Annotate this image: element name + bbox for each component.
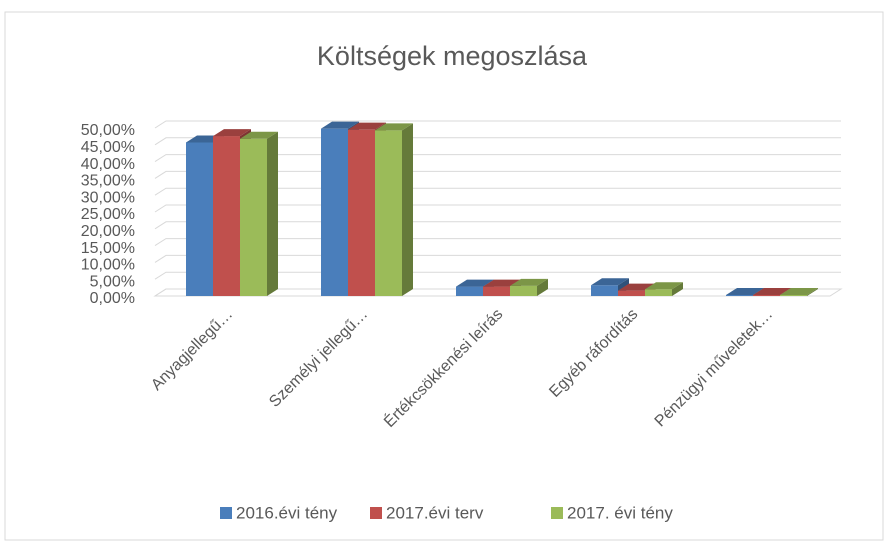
grid-line xyxy=(154,221,841,230)
grid-line xyxy=(154,154,841,163)
bar-front xyxy=(591,285,618,296)
bar-front xyxy=(780,294,807,296)
legend-swatch xyxy=(370,507,382,519)
bar-side xyxy=(267,131,278,296)
grid-line xyxy=(154,120,841,129)
bar-front xyxy=(456,286,483,296)
grid-line xyxy=(154,271,841,280)
y-tick-label: 45,00% xyxy=(81,139,135,156)
bar-front xyxy=(375,130,402,296)
legend-swatch xyxy=(551,507,563,519)
grid-line xyxy=(154,187,841,196)
bar xyxy=(240,131,278,296)
bar-top xyxy=(483,279,521,287)
y-tick-label: 30,00% xyxy=(81,189,135,206)
legend-label: 2017. évi tény xyxy=(567,503,673,522)
y-tick-label: 5,00% xyxy=(90,273,135,290)
y-tick-label: 35,00% xyxy=(81,173,135,190)
grid-line xyxy=(154,137,841,146)
bar-side xyxy=(402,123,413,297)
legend-swatch xyxy=(220,507,232,519)
bar xyxy=(375,123,413,297)
bar-side xyxy=(537,278,548,296)
bar-side xyxy=(672,282,683,296)
bar-top xyxy=(348,122,386,130)
bar xyxy=(645,282,683,296)
y-tick-label: 50,00% xyxy=(81,122,135,139)
bar-front xyxy=(348,129,375,296)
bar-front xyxy=(321,128,348,296)
bar-top xyxy=(213,129,251,137)
bar-front xyxy=(240,138,267,296)
chart-title: Költségek megoszlása xyxy=(317,41,588,71)
grid-line xyxy=(154,238,841,247)
bar-front xyxy=(483,286,510,296)
bar-front xyxy=(645,289,672,296)
grid-line xyxy=(154,170,841,179)
grid-line xyxy=(154,254,841,263)
bar-top xyxy=(456,279,494,287)
chart-border xyxy=(4,11,884,541)
bar-top xyxy=(591,278,629,286)
legend-label: 2016.évi tény xyxy=(236,503,338,522)
bar-front xyxy=(213,136,240,296)
bar-side xyxy=(807,287,818,296)
bar-top xyxy=(240,131,278,139)
y-tick-label: 15,00% xyxy=(81,240,135,257)
bar-front xyxy=(510,285,537,296)
grid-line xyxy=(154,204,841,213)
bar-top xyxy=(375,123,413,131)
legend-label: 2017.évi terv xyxy=(386,503,484,522)
y-tick-label: 0,00% xyxy=(90,290,135,307)
bar-front xyxy=(753,294,780,296)
bar xyxy=(780,287,818,296)
bar-top xyxy=(321,121,359,129)
y-tick-label: 25,00% xyxy=(81,206,135,223)
bar-top xyxy=(510,278,548,286)
bar-top xyxy=(726,287,764,295)
y-tick-label: 10,00% xyxy=(81,257,135,274)
bar-top xyxy=(753,287,791,295)
bar-front xyxy=(726,294,753,296)
bar-front xyxy=(618,290,645,296)
bar-top xyxy=(780,287,818,295)
bar xyxy=(510,278,548,296)
bar-top xyxy=(645,282,683,290)
bar-front xyxy=(186,142,213,296)
y-tick-label: 20,00% xyxy=(81,223,135,240)
y-tick-label: 40,00% xyxy=(81,156,135,173)
